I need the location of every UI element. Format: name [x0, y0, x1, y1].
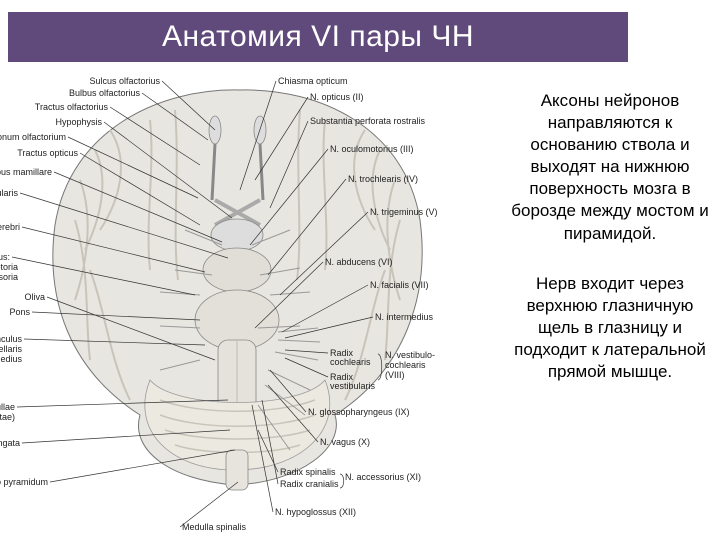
anatomy-label: N. trochlearis (IV): [348, 174, 418, 184]
leader-line: [180, 482, 238, 527]
anatomy-label: oblongatae): [0, 412, 15, 422]
anatomy-label: Trigonum olfactorium: [0, 132, 66, 142]
anatomy-label: N. glossopharyngeus (IX): [308, 407, 410, 417]
brain-diagram: Sulcus olfactorius Bulbus olfactorius Trac…: [0, 70, 500, 540]
anatomy-label: N. vagus (X): [320, 437, 370, 447]
anatomy-label: N. trigeminus (V): [370, 207, 438, 217]
anatomy-label: Tractus opticus: [17, 148, 78, 158]
anatomy-label: Bulbus olfactorius: [69, 88, 141, 98]
anatomy-label: Substantia perforata rostralis: [310, 116, 426, 126]
anatomy-label: Pedunculus cerebri: [0, 222, 20, 232]
paragraph-2: Нерв входит через верхнюю глазничную щел…: [510, 273, 710, 383]
anatomy-label: Sulcus olfactorius: [89, 76, 160, 86]
text-column: Аксоны нейронов направляются к основанию…: [510, 90, 710, 411]
anatomy-label: N. trigeminus:: [0, 252, 10, 262]
anatomy-label: Radix cranialis: [280, 479, 339, 489]
anatomy-label: Pedunculus: [0, 334, 22, 344]
anatomy-label: cerebellaris: [0, 344, 22, 354]
slide: Анатомия VI пары ЧН: [0, 0, 720, 540]
anatomy-label: N. hypoglossus (XII): [275, 507, 356, 517]
anatomy-label: N. opticus (II): [310, 92, 364, 102]
anatomy-label: Medulla spinalis: [182, 522, 247, 532]
anatomy-label: Radix spinalis: [280, 467, 336, 477]
slide-title: Анатомия VI пары ЧН: [162, 20, 474, 54]
anatomy-label: N. oculomotorius (III): [330, 144, 414, 154]
anatomy-label: vestibularis: [330, 381, 376, 391]
anatomy-label: N. intermedius: [375, 312, 434, 322]
anatomy-label: cochlearis: [385, 360, 426, 370]
anatomy-label: (VIII): [385, 370, 405, 380]
brain-svg: Sulcus olfactorius Bulbus olfactorius Trac…: [0, 70, 500, 540]
anatomy-label: Corpus mamillare: [0, 167, 52, 177]
anatomy-label: N. abducens (VI): [325, 257, 393, 267]
anatomy-label: Oliva: [24, 292, 45, 302]
anatomy-label: Pyramis (medullae: [0, 402, 15, 412]
anatomy-label: cochlearis: [330, 357, 371, 367]
anatomy-label: medius: [0, 354, 22, 364]
anatomy-label: N. facialis (VII): [370, 280, 429, 290]
anatomy-label: N. vestibulo-: [385, 350, 435, 360]
anatomy-label: Chiasma opticum: [278, 76, 348, 86]
paragraph-1: Аксоны нейронов направляются к основанию…: [510, 90, 710, 245]
anatomy-label: N. accessorius (XI): [345, 472, 421, 482]
anatomy-label: Decussatio pyramidum: [0, 477, 48, 487]
anatomy-label: Hypophysis: [55, 117, 102, 127]
anatomy-label: radix sensoria: [0, 272, 18, 282]
anatomy-label: Pons: [9, 307, 30, 317]
anatomy-label: Tractus olfactorius: [35, 102, 109, 112]
bracket-xi: [340, 474, 344, 488]
anatomy-label: Fossa interpeduncularis: [0, 188, 18, 198]
anatomy-label: radix motoria: [0, 262, 18, 272]
title-bar: Анатомия VI пары ЧН: [8, 12, 628, 62]
anatomy-label: Medulla oblongata: [0, 438, 20, 448]
